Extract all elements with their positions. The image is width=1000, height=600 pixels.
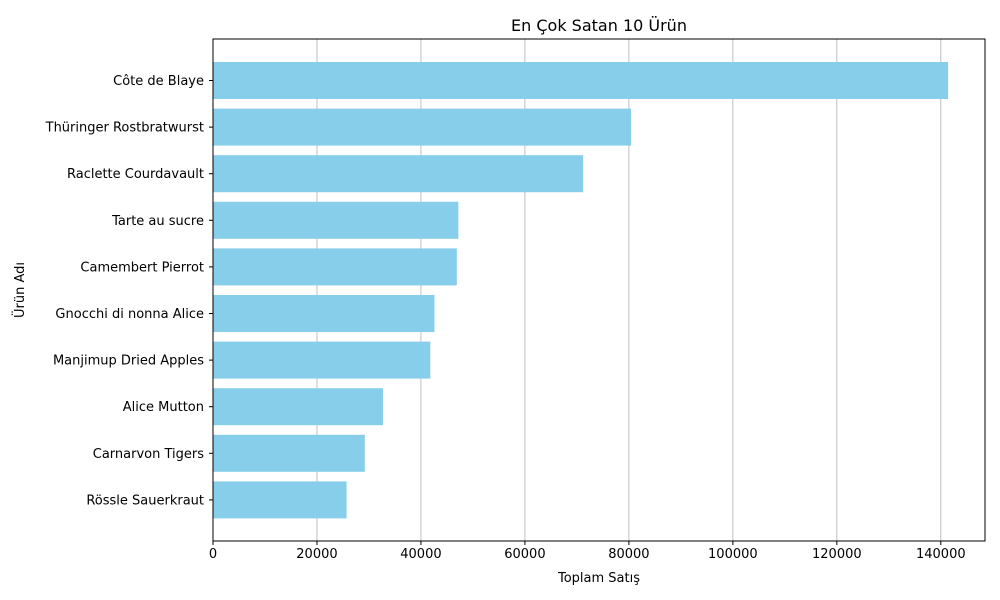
bar-7 [213, 388, 383, 426]
y-tick-label: Côte de Blaye [113, 74, 204, 89]
x-tick-label: 120000 [812, 547, 862, 562]
y-tick-label: Carnarvon Tigers [93, 447, 204, 462]
bar-1 [213, 108, 631, 146]
bar-4 [213, 248, 457, 286]
bar-8 [213, 434, 365, 472]
y-tick-label: Manjimup Dried Apples [53, 354, 204, 369]
y-axis-ticks: Côte de Blaye Thüringer Rostbratwurst Racl… [45, 74, 213, 508]
y-tick-label: Raclette Courdavault [67, 167, 204, 182]
plot-frame [212, 38, 986, 542]
x-tick-label: 60000 [504, 547, 545, 562]
bar-5 [213, 295, 435, 332]
bar-9 [213, 481, 347, 519]
y-tick-label: Camembert Pierrot [80, 260, 204, 275]
bars [213, 62, 949, 519]
x-tick-label: 20000 [296, 547, 337, 562]
y-tick-label: Rössle Sauerkraut [86, 493, 204, 508]
bar-3 [213, 201, 459, 239]
bar-0 [213, 62, 949, 99]
bar-6 [213, 341, 431, 379]
x-tick-label: 80000 [608, 547, 649, 562]
chart-title: En Çok Satan 10 Ürün [511, 16, 687, 35]
y-tick-label: Gnocchi di nonna Alice [55, 307, 204, 322]
y-tick-label: Thüringer Rostbratwurst [45, 121, 204, 136]
x-tick-label: 0 [209, 547, 217, 562]
x-tick-label: 140000 [916, 547, 966, 562]
x-tick-label: 40000 [400, 547, 441, 562]
y-tick-label: Tarte au sucre [111, 214, 204, 229]
x-tick-label: 100000 [708, 547, 758, 562]
y-axis-label: Ürün Adı [11, 262, 28, 318]
x-axis-ticks: 0 20000 40000 60000 80000 100000 120000 140000 [209, 541, 966, 562]
x-axis-label: Toplam Satış [557, 571, 640, 586]
y-tick-label: Alice Mutton [123, 400, 204, 415]
bar-2 [213, 155, 584, 193]
